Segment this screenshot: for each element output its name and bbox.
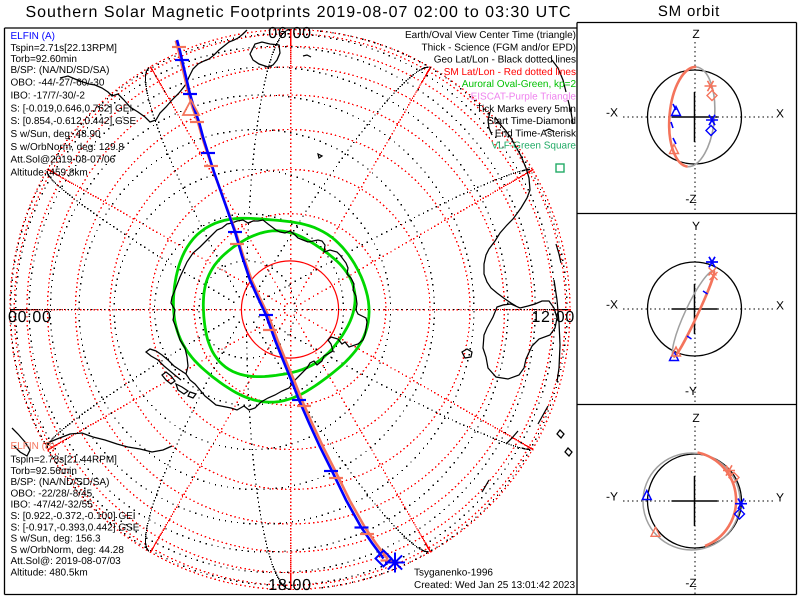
svg-text:OBO: -22/28/-8/45: OBO: -22/28/-8/45 <box>11 488 93 499</box>
svg-text:IBO: -47/42/-32/55: IBO: -47/42/-32/55 <box>11 500 94 511</box>
svg-text:SM Lat/Lon - Red dotted lines: SM Lat/Lon - Red dotted lines <box>444 67 576 78</box>
svg-text:EISCAT-Purple Triangle: EISCAT-Purple Triangle <box>471 92 577 103</box>
svg-text:SM orbit: SM orbit <box>658 3 720 20</box>
svg-text:Z: Z <box>692 411 699 425</box>
svg-text:Tspin=2.71s[22.13RPM]: Tspin=2.71s[22.13RPM] <box>11 43 118 54</box>
svg-text:Altitude: 459.8km: Altitude: 459.8km <box>11 167 88 178</box>
svg-text:ELFIN (B): ELFIN (B) <box>11 441 55 452</box>
svg-text:ELFIN (A): ELFIN (A) <box>11 31 55 42</box>
svg-text:-Y: -Y <box>685 384 697 398</box>
svg-text:B/SP: (NA/ND/SD/SA): B/SP: (NA/ND/SD/SA) <box>11 477 110 488</box>
svg-text:S: [-0.917,-0.393,0.442] GSE: S: [-0.917,-0.393,0.442] GSE <box>11 522 140 533</box>
svg-text:12:00: 12:00 <box>531 309 575 326</box>
svg-text:S w/Sun, deg: 48.90: S w/Sun, deg: 48.90 <box>11 129 102 140</box>
svg-text:Start Time-Diamond: Start Time-Diamond <box>487 116 576 127</box>
svg-text:VLF-Green Square: VLF-Green Square <box>492 141 577 152</box>
svg-text:Geo Lat/Lon - Black dotted lin: Geo Lat/Lon - Black dotted lines <box>434 55 576 66</box>
svg-text:Tick Marks every 5min: Tick Marks every 5min <box>476 104 576 115</box>
svg-text:-X: -X <box>606 298 618 312</box>
svg-text:Thick - Science (FGM and/or EP: Thick - Science (FGM and/or EPD) <box>422 42 576 53</box>
svg-text:06:00: 06:00 <box>268 25 312 42</box>
svg-text:Tsyganenko-1996: Tsyganenko-1996 <box>414 568 493 579</box>
svg-text:Earth/Oval View Center Time (t: Earth/Oval View Center Time (triangle) <box>405 30 576 41</box>
svg-text:-Y: -Y <box>606 490 618 504</box>
svg-text:Auroral Oval-Green, kp=2: Auroral Oval-Green, kp=2 <box>462 79 577 90</box>
svg-text:Torb=92.60min: Torb=92.60min <box>11 54 77 65</box>
svg-text:00:00: 00:00 <box>8 309 52 326</box>
svg-text:-X: -X <box>606 106 618 120</box>
svg-text:Y: Y <box>776 491 784 505</box>
svg-text:18:00: 18:00 <box>268 577 312 594</box>
svg-text:Tspin=2.78s[21.44RPM]: Tspin=2.78s[21.44RPM] <box>11 455 118 466</box>
svg-text:Torb=92.56min: Torb=92.56min <box>11 466 77 477</box>
svg-text:-Z: -Z <box>685 192 696 206</box>
svg-text:OBO: -44/-27/-60/-30: OBO: -44/-27/-60/-30 <box>11 78 105 89</box>
svg-text:S: [0.922,-0.372,-0.100] GEI: S: [0.922,-0.372,-0.100] GEI <box>11 511 136 522</box>
svg-text:B/SP: (NA/ND/SD/SA): B/SP: (NA/ND/SD/SA) <box>11 65 110 76</box>
svg-text:S w/Sun, deg: 156.3: S w/Sun, deg: 156.3 <box>11 534 102 545</box>
svg-text:Att.Sol@2019-08-07/06: Att.Sol@2019-08-07/06 <box>11 155 116 166</box>
svg-text:Created: Wed Jan 25 13:01:42 2: Created: Wed Jan 25 13:01:42 2023 <box>414 580 575 591</box>
svg-text:S: [-0.019,0.646,0.762] GEI: S: [-0.019,0.646,0.762] GEI <box>11 103 133 114</box>
svg-text:S: [0.854,-0.612,0.442] GSE: S: [0.854,-0.612,0.442] GSE <box>11 116 137 127</box>
svg-text:X: X <box>776 299 784 313</box>
svg-text:IBO: -17/7/-30/-2: IBO: -17/7/-30/-2 <box>11 91 86 102</box>
svg-text:Att.Sol@: 2019-08-07/03: Att.Sol@: 2019-08-07/03 <box>11 556 122 567</box>
svg-text:Y: Y <box>692 219 700 233</box>
svg-text:End Time-Asterisk: End Time-Asterisk <box>495 128 577 139</box>
svg-text:Southern Solar Magnetic Footpr: Southern Solar Magnetic Footprints 2019-… <box>25 4 571 21</box>
svg-text:X: X <box>776 107 784 121</box>
svg-text:S w/OrbNorm, deg: 129.8: S w/OrbNorm, deg: 129.8 <box>11 142 125 153</box>
svg-text:Altitude: 480.5km: Altitude: 480.5km <box>11 568 88 579</box>
svg-text:S w/OrbNorm, deg: 44.28: S w/OrbNorm, deg: 44.28 <box>11 545 125 556</box>
svg-text:Z: Z <box>692 27 699 41</box>
svg-text:-Z: -Z <box>685 576 696 590</box>
